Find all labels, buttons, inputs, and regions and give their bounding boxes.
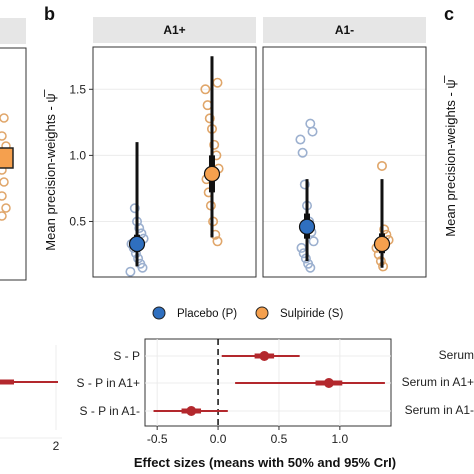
legend: Placebo (P) Sulpiride (S) bbox=[152, 306, 343, 320]
individual-point bbox=[204, 113, 215, 124]
panel-c-partial: c Mean precision-weights - ψ̅ Serum Seru… bbox=[402, 4, 474, 417]
individual-point bbox=[295, 134, 306, 145]
individual-point bbox=[125, 266, 136, 277]
effect-mean bbox=[323, 378, 334, 388]
forest-x-ticks: -0.5 0.0 0.5 1.0 bbox=[147, 426, 349, 446]
facet-label-a1-plus: A1+ bbox=[163, 23, 185, 37]
y-tick-label: 0.5 bbox=[69, 214, 86, 228]
panel-b-forest: S - P S - P in A1+ S - P in A1- -0.5 0.0 0.5… bbox=[77, 338, 396, 470]
panel-c-letter: c bbox=[444, 4, 454, 24]
y-tick-label: 1.0 bbox=[69, 148, 86, 162]
panel-a-point bbox=[1, 203, 11, 213]
panel-a-point bbox=[0, 211, 7, 221]
individual-point bbox=[308, 236, 319, 247]
legend-swatch-placebo bbox=[152, 306, 166, 320]
panel-b-scatter: b Mean precision-weights - ψ̅ A1+ A1- 0.… bbox=[43, 4, 427, 278]
mean-point bbox=[298, 218, 316, 235]
individual-point bbox=[212, 236, 223, 247]
facet-label-a1-minus: A1- bbox=[335, 23, 354, 37]
effect-mean bbox=[186, 406, 197, 416]
panel-a-point bbox=[0, 131, 7, 141]
forest-row-labels: S - P S - P in A1+ S - P in A1- bbox=[77, 349, 141, 418]
facet-frame-a1-plus bbox=[92, 46, 257, 278]
panel-a-point bbox=[0, 113, 9, 123]
x-tick-label: 1.0 bbox=[332, 432, 349, 446]
panel-c-row-label: Serum in A1+ bbox=[402, 375, 474, 389]
legend-label-placebo: Placebo (P) bbox=[177, 308, 237, 320]
mean-point bbox=[203, 165, 221, 182]
panel-b-y-ticks: 0.5 1.0 1.5 bbox=[69, 82, 93, 228]
forest-marks bbox=[153, 351, 385, 416]
mean-point bbox=[373, 235, 391, 253]
panel-a-point bbox=[0, 177, 9, 187]
mean-point bbox=[128, 235, 146, 253]
panel-a-summary-square bbox=[0, 147, 14, 169]
forest-row-label: S - P bbox=[113, 349, 140, 363]
individual-point bbox=[129, 203, 140, 214]
x-tick-label: 0.5 bbox=[271, 432, 288, 446]
facet-frame-a1-minus bbox=[262, 46, 427, 278]
individual-point bbox=[297, 147, 308, 158]
facet-strip-a1-plus bbox=[93, 17, 256, 43]
panel-c-row-label: Serum bbox=[439, 348, 474, 362]
forest-x-axis-title: Effect sizes (means with 50% and 95% CrI… bbox=[134, 455, 396, 470]
panel-b-y-axis-title: Mean precision-weights - ψ̅ bbox=[43, 89, 58, 250]
effect-mean bbox=[259, 351, 270, 361]
panel-a-points bbox=[0, 113, 14, 221]
individual-point bbox=[376, 160, 387, 171]
individual-point bbox=[209, 139, 220, 150]
y-tick-label: 1.5 bbox=[69, 82, 86, 96]
individual-point bbox=[212, 77, 223, 88]
x-tick-label: 0.0 bbox=[210, 432, 227, 446]
panel-b-letter: b bbox=[44, 4, 55, 24]
facet-strip-a1-minus bbox=[263, 17, 426, 43]
individual-point bbox=[305, 118, 316, 129]
legend-label-sulpiride: Sulpiride (S) bbox=[280, 308, 343, 320]
individual-point bbox=[299, 179, 310, 190]
panel-a-strip bbox=[0, 18, 26, 44]
individual-point bbox=[296, 242, 307, 253]
panel-c-y-axis-title: Mean precision-weights - ψ̅ bbox=[443, 75, 458, 236]
panel-a-x-tick-label: 2 bbox=[53, 439, 60, 453]
panel-c-row-label: Serum in A1- bbox=[405, 403, 474, 417]
panel-b-gridlines bbox=[93, 88, 426, 222]
forest-row-label: S - P in A1- bbox=[80, 404, 140, 418]
forest-row-label: S - P in A1+ bbox=[77, 376, 141, 390]
individual-point bbox=[307, 126, 318, 137]
individual-point bbox=[134, 223, 145, 234]
panel-a-point bbox=[0, 191, 7, 201]
legend-swatch-sulpiride bbox=[255, 306, 269, 320]
individual-point bbox=[200, 84, 211, 95]
panel-b-marks bbox=[125, 56, 394, 277]
x-tick-label: -0.5 bbox=[147, 432, 168, 446]
panel-a-partial: 2 bbox=[0, 18, 62, 453]
